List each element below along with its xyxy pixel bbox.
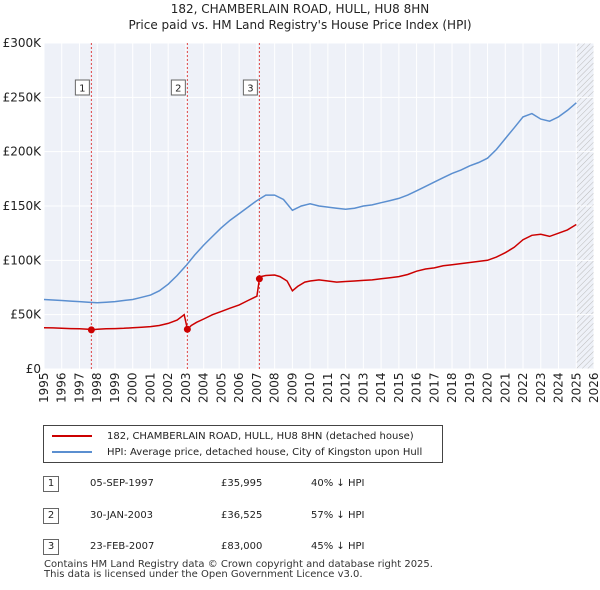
sale-number-box — [242, 79, 258, 96]
sale-number-label: 1 — [79, 84, 85, 95]
x-tick-label: 2021 — [498, 372, 512, 403]
transaction-number: 2 — [43, 508, 59, 524]
x-tick-label: 2002 — [161, 372, 175, 403]
transaction-date: 05-SEP-1997 — [90, 478, 154, 489]
x-tick-label: 1995 — [37, 372, 51, 403]
x-tick-label: 2005 — [214, 372, 228, 403]
transaction-number: 1 — [43, 476, 59, 492]
x-tick-label: 2016 — [410, 372, 424, 403]
sale-number-label: 2 — [175, 84, 181, 95]
transaction-date: 30-JAN-2003 — [90, 510, 154, 521]
sale-point — [183, 325, 191, 333]
x-tick-label: 2019 — [463, 372, 477, 403]
legend-item-hpi: HPI: Average price, detached house, City… — [52, 444, 422, 460]
legend-label-property: 182, CHAMBERLAIN ROAD, HULL, HU8 8HN (de… — [107, 430, 414, 442]
legend-swatch-property — [52, 435, 92, 437]
sale-point — [255, 275, 263, 283]
legend-label-hpi: HPI: Average price, detached house, City… — [107, 446, 423, 458]
x-tick-label: 1998 — [90, 372, 104, 403]
y-tick-label: £0 — [26, 362, 41, 376]
x-tick-label: 2010 — [303, 372, 317, 403]
x-tick-label: 2012 — [339, 372, 353, 403]
x-tick-label: 2001 — [143, 372, 157, 403]
x-tick-label: 2006 — [232, 372, 246, 403]
y-tick-label: £100K — [3, 253, 43, 267]
sale-number-label: 3 — [247, 84, 253, 95]
transaction-number: 3 — [43, 539, 59, 555]
x-tick-label: 2007 — [250, 372, 264, 403]
x-tick-label: 2003 — [179, 372, 193, 403]
x-tick-label: 2000 — [126, 372, 140, 403]
sale-number-box — [74, 79, 90, 96]
legend-item-property: 182, CHAMBERLAIN ROAD, HULL, HU8 8HN (de… — [52, 428, 414, 444]
chart-subtitle: Price paid vs. HM Land Registry's House … — [128, 18, 472, 32]
y-tick-label: £150K — [3, 199, 43, 213]
x-tick-label: 1999 — [108, 372, 122, 403]
x-tick-label: 2013 — [356, 372, 370, 403]
y-tick-label: £50K — [10, 308, 42, 322]
footer-copyright: Contains HM Land Registry data © Crown c… — [44, 559, 433, 570]
x-tick-label: 2009 — [285, 372, 299, 403]
transaction-hpi-diff: 57% ↓ HPI — [311, 510, 365, 521]
transaction-price: £35,995 — [221, 478, 263, 489]
legend: 182, CHAMBERLAIN ROAD, HULL, HU8 8HN (de… — [43, 425, 443, 463]
x-tick-label: 2026 — [587, 372, 600, 403]
chart-title: 182, CHAMBERLAIN ROAD, HULL, HU8 8HN — [170, 2, 430, 16]
x-tick-label: 2025 — [569, 372, 583, 403]
sale-point — [87, 326, 95, 334]
x-tick-label: 2023 — [534, 372, 548, 403]
x-tick-label: 2017 — [427, 372, 441, 403]
x-tick-label: 1996 — [55, 372, 69, 403]
footer-licence: This data is licensed under the Open Gov… — [44, 569, 363, 580]
transaction-hpi-diff: 45% ↓ HPI — [311, 541, 365, 552]
y-tick-label: £200K — [3, 145, 43, 159]
footer: Contains HM Land Registry data © Crown c… — [44, 560, 433, 580]
x-tick-label: 2008 — [268, 372, 282, 403]
sale-number-box — [170, 79, 186, 96]
transaction-hpi-diff: 40% ↓ HPI — [311, 478, 365, 489]
x-tick-label: 2020 — [481, 372, 495, 403]
legend-swatch-hpi — [52, 451, 92, 453]
y-tick-label: £250K — [3, 90, 43, 104]
x-tick-label: 1997 — [72, 372, 86, 403]
series-line-property — [43, 223, 577, 331]
x-tick-label: 2011 — [321, 372, 335, 403]
series-line-hpi — [43, 102, 577, 304]
transaction-price: £83,000 — [221, 541, 263, 552]
transaction-date: 23-FEB-2007 — [90, 541, 155, 552]
x-tick-label: 2004 — [197, 372, 211, 403]
transaction-price: £36,525 — [221, 510, 263, 521]
x-tick-label: 2015 — [392, 372, 406, 403]
x-tick-label: 2018 — [445, 372, 459, 403]
x-tick-label: 2022 — [516, 372, 530, 403]
price-chart: 1 2 3 £0 £50K £100K £150K £200K £250K £300K 1995… — [3, 36, 600, 403]
y-tick-label: £300K — [3, 36, 43, 50]
x-tick-label: 2014 — [374, 372, 388, 403]
x-tick-label: 2024 — [552, 372, 566, 403]
